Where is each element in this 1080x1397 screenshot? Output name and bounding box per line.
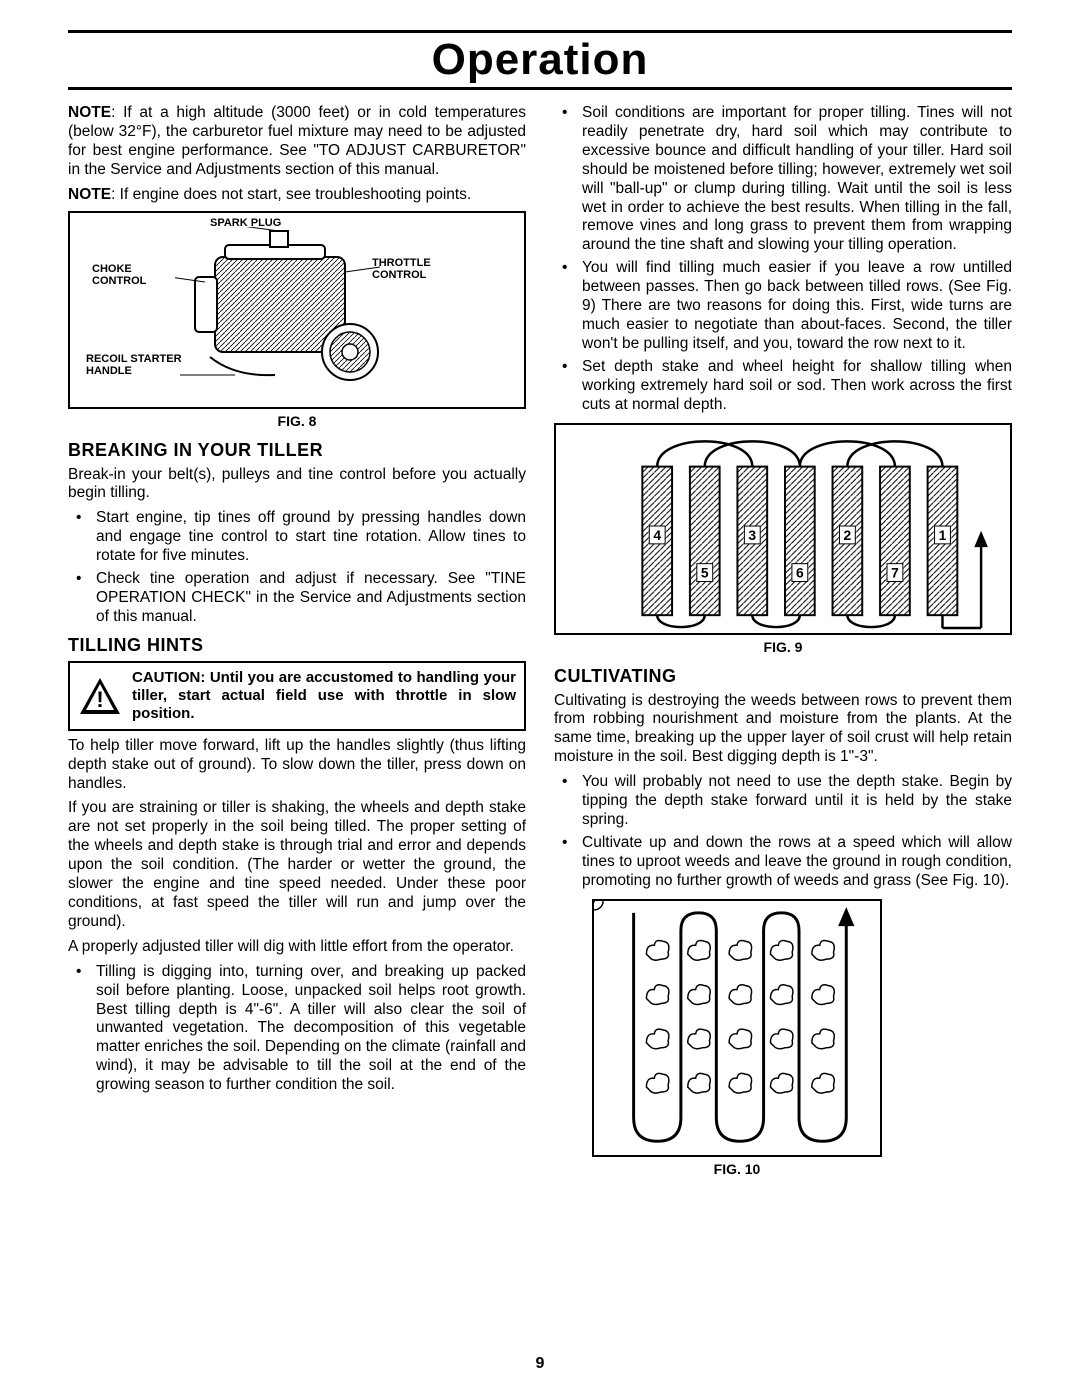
cult-list: You will probably not need to use the de…	[554, 773, 1012, 890]
svg-text:1: 1	[939, 526, 947, 542]
fig10-caption: FIG. 10	[592, 1161, 882, 1178]
list-item: Start engine, tip tines off ground by pr…	[68, 509, 526, 566]
note-1-text: : If at a high altitude (3000 feet) or i…	[68, 104, 526, 178]
page-title: Operation	[68, 35, 1012, 85]
note-1: NOTE: If at a high altitude (3000 feet) …	[68, 104, 526, 180]
hints-p3: A properly adjusted tiller will dig with…	[68, 938, 526, 957]
rule-top	[68, 30, 1012, 33]
hints-p2: If you are straining or tiller is shakin…	[68, 799, 526, 931]
right-top-list: Soil conditions are important for proper…	[554, 104, 1012, 415]
rule-bottom	[68, 87, 1012, 90]
note-2-label: NOTE	[68, 186, 111, 203]
note-1-label: NOTE	[68, 104, 111, 121]
hints-list: Tilling is digging into, turning over, a…	[68, 963, 526, 1095]
svg-text:2: 2	[844, 526, 852, 542]
fig8-caption: FIG. 8	[68, 413, 526, 430]
list-item: Cultivate up and down the rows at a spee…	[554, 834, 1012, 891]
svg-text:5: 5	[701, 564, 709, 580]
caution-text: CAUTION: Until you are accustomed to han…	[132, 669, 516, 723]
hints-p1: To help tiller move forward, lift up the…	[68, 737, 526, 794]
list-item: Set depth stake and wheel height for sha…	[554, 358, 1012, 415]
svg-text:6: 6	[796, 564, 804, 580]
note-2-text: : If engine does not start, see troubles…	[111, 186, 471, 203]
breaking-intro: Break-in your belt(s), pulleys and tine …	[68, 466, 526, 504]
figure-8: SPARK PLUG CHOKE CONTROL THROTTLE CONTRO…	[68, 211, 526, 409]
fig8-label-choke: CHOKE CONTROL	[92, 263, 152, 287]
right-column: Soil conditions are important for proper…	[554, 104, 1012, 1188]
list-item: You will probably not need to use the de…	[554, 773, 1012, 830]
page-number: 9	[0, 1355, 1080, 1373]
note-2: NOTE: If engine does not start, see trou…	[68, 186, 526, 205]
list-item: Soil conditions are important for proper…	[554, 104, 1012, 255]
warning-icon: !	[78, 676, 122, 716]
heading-breaking: BREAKING IN YOUR TILLER	[68, 440, 526, 462]
cult-intro: Cultivating is destroying the weeds betw…	[554, 692, 1012, 768]
fig9-caption: FIG. 9	[554, 639, 1012, 656]
list-item: Check tine operation and adjust if neces…	[68, 570, 526, 627]
engine-icon	[175, 227, 405, 407]
caution-box: ! CAUTION: Until you are accustomed to h…	[68, 661, 526, 731]
svg-text:!: !	[96, 687, 103, 712]
heading-cultivating: CULTIVATING	[554, 666, 1012, 688]
svg-text:7: 7	[891, 564, 899, 580]
list-item: Tilling is digging into, turning over, a…	[68, 963, 526, 1095]
left-column: NOTE: If at a high altitude (3000 feet) …	[68, 104, 526, 1188]
svg-text:4: 4	[653, 526, 661, 542]
list-item: You will find tilling much easier if you…	[554, 259, 1012, 354]
breaking-list: Start engine, tip tines off ground by pr…	[68, 509, 526, 626]
figure-10	[592, 899, 882, 1157]
columns: NOTE: If at a high altitude (3000 feet) …	[68, 104, 1012, 1188]
heading-hints: TILLING HINTS	[68, 635, 526, 657]
figure-9: 4 3 2 1 5 6 7	[554, 423, 1012, 635]
svg-text:3: 3	[748, 526, 756, 542]
